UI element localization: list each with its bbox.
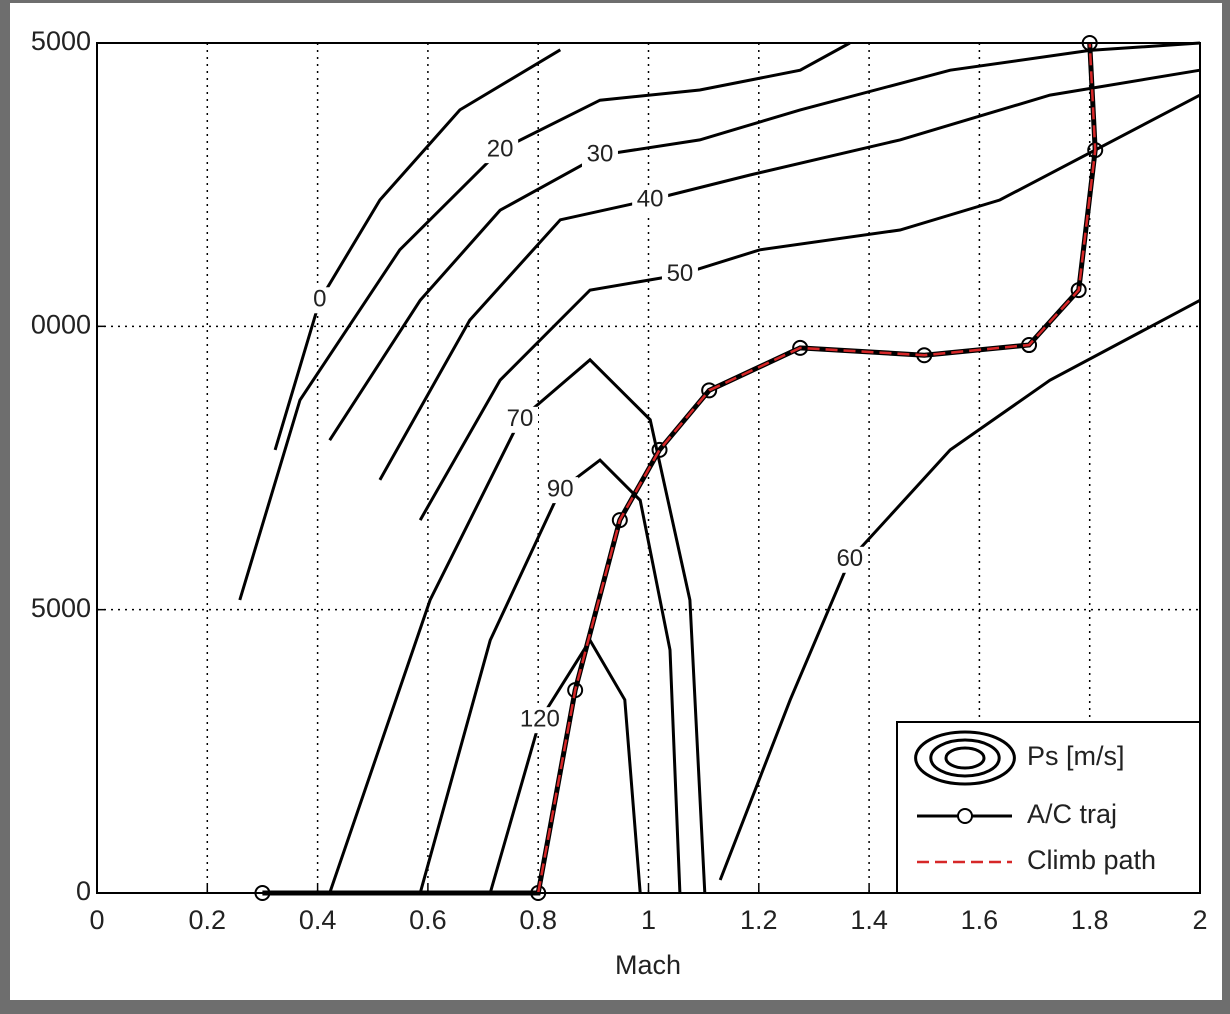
plot-frame [96,42,1201,894]
trajectory-marker [792,339,809,356]
contour-line [418,458,682,894]
trajectory-marker [651,441,668,458]
contour-line [328,41,1201,442]
x-tick-label: 1.4 [850,905,888,935]
x-tick-label: 1.6 [961,905,999,935]
legend-label: Ps [m/s] [1027,741,1125,771]
contour-label: 60 [836,545,863,572]
contour-label-bg [521,707,558,734]
contour-label: 0 [313,286,326,313]
legend-contour-icon [929,738,1001,778]
contour-label: 40 [637,185,664,212]
plot-area: 0 0.2 0.4 0.6 0.8 1 1.2 1.4 1.6 1.8 20500000005000… [31,26,1208,935]
x-tick-label: 0 [89,905,104,935]
legend-box [896,721,1201,894]
contour-line [328,357,707,894]
trajectory-marker [1087,142,1104,159]
legend: Ps [m/s] A/C traj Climb path [896,721,1201,894]
contour-label: 90 [547,475,574,502]
y-tick-label: 5000 [31,26,91,56]
contour-label-bg [542,477,579,504]
legend-contour-icon [914,730,1016,786]
contour-label: 20 [487,135,514,162]
legend-marker [957,808,973,824]
contour-label: 70 [507,405,534,432]
contour-label-bg [831,546,868,573]
contour-label: 50 [667,260,694,287]
y-tick-label: 0 [76,876,91,906]
series-line [536,42,1097,894]
legend-contour-icon [944,746,986,770]
x-tick-label: 0.6 [409,905,447,935]
legend-label: A/C traj [1027,799,1117,829]
trajectory-marker [1070,282,1087,299]
contour-line [238,41,851,601]
trajectory-marker [611,512,628,529]
trajectory-marker [701,382,718,399]
trajectory-marker [1021,337,1038,354]
contour-label-bg [581,142,618,169]
contour-label: 120 [520,706,560,733]
legend-label: Climb path [1027,845,1156,875]
contour-line [273,48,562,451]
contour-line [718,298,1201,881]
x-tick-label: 0.2 [189,905,227,935]
contour-line [378,68,1201,481]
contour-label-bg [502,406,539,433]
x-tick-label: 0.4 [299,905,337,935]
x-tick-label: 1 [641,905,656,935]
x-axis-label: Mach [615,950,681,980]
y-tick-label: 0000 [31,309,91,339]
x-tick-label: 1.8 [1071,905,1109,935]
x-tick-label: 0.8 [519,905,557,935]
x-tick-label: 1.2 [740,905,778,935]
contour-label-bg [632,186,669,213]
y-tick-label: 5000 [31,593,91,623]
contour-label-bg [661,261,698,288]
contour-label: 30 [587,141,614,168]
x-tick-label: 2 [1192,905,1207,935]
contour-label-bg [482,137,519,164]
contour-label-bg [301,287,338,314]
contour-line [418,93,1201,521]
